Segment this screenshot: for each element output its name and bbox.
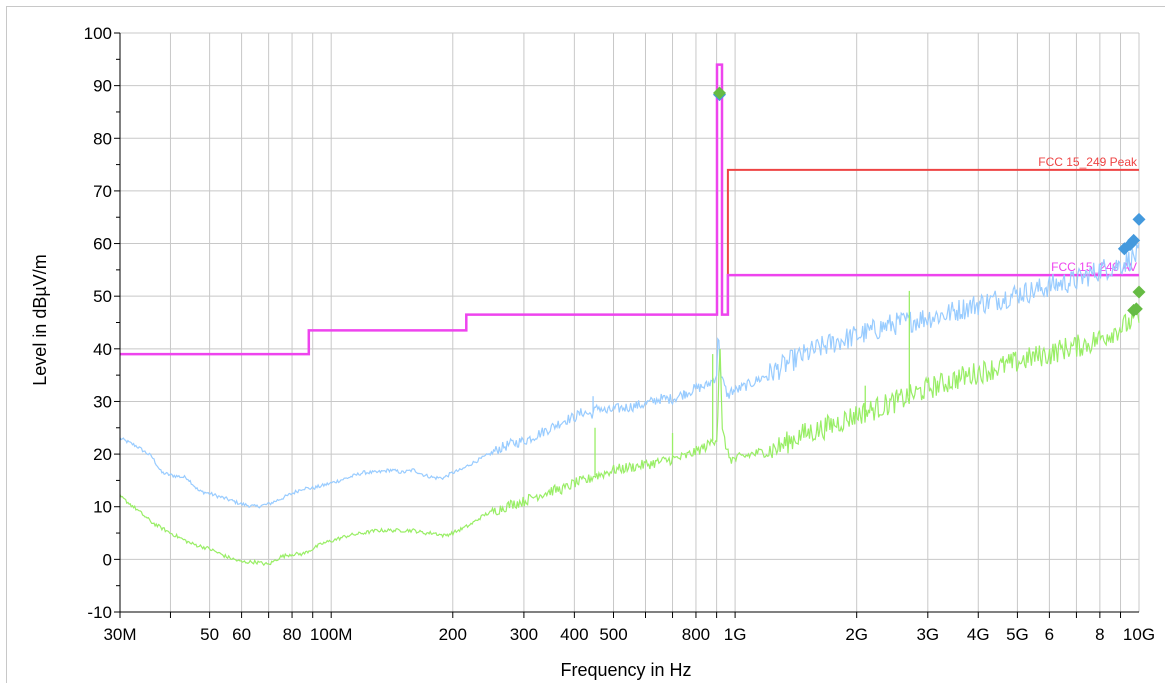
x-tick-label: 30M [103, 625, 136, 644]
x-tick-label: 4G [967, 625, 990, 644]
x-tick-label: 10G [1123, 625, 1155, 644]
y-tick-label: 20 [93, 445, 112, 464]
trace-line [119, 307, 1140, 567]
x-axis-title: Frequency in Hz [560, 660, 691, 680]
x-tick-label: 1G [724, 625, 747, 644]
peak-marker [713, 86, 727, 100]
y-tick-label: -10 [87, 603, 112, 622]
y-tick-label: 90 [93, 77, 112, 96]
peak-marker [1127, 233, 1141, 247]
chart-frame [6, 6, 1165, 683]
y-tick-label: 80 [93, 129, 112, 148]
y-axis-title: Level in dBµV/m [30, 254, 50, 385]
x-tick-label: 60 [232, 625, 251, 644]
y-tick-label: 100 [84, 24, 112, 43]
limit-label: FCC 15_249 Peak [1038, 155, 1138, 169]
peak-marker [1132, 285, 1146, 299]
axes: -10 0 10 20 30 40 50 60 70 80 90 100 30M 50 60 80 100M 20… [84, 24, 1155, 644]
peak-markers [713, 86, 1146, 317]
x-tick-label: 3G [916, 625, 939, 644]
x-tick-label: 5G [1006, 625, 1029, 644]
y-tick-label: 0 [103, 550, 112, 569]
x-tick-label: 400 [560, 625, 588, 644]
peak-marker [1132, 212, 1146, 226]
x-tick-label: 100M [310, 625, 353, 644]
x-tick-label: 6 [1045, 625, 1054, 644]
x-tick-label: 500 [599, 625, 627, 644]
limit-line [726, 168, 1139, 315]
peak-marker [1129, 302, 1143, 316]
x-tick-label: 800 [682, 625, 710, 644]
x-tick-label: 80 [283, 625, 302, 644]
y-tick-label: 10 [93, 498, 112, 517]
y-tick-label: 60 [93, 235, 112, 254]
x-tick-label: 300 [510, 625, 538, 644]
x-tick-label: 200 [439, 625, 467, 644]
trace-line [119, 243, 1140, 509]
limit-line [120, 63, 1139, 356]
y-tick-label: 70 [93, 182, 112, 201]
y-tick-label: 50 [93, 287, 112, 306]
measurement-traces [119, 243, 1140, 567]
y-tick-label: 40 [93, 340, 112, 359]
x-tick-label: 2G [845, 625, 868, 644]
y-tick-label: 30 [93, 392, 112, 411]
grid [119, 32, 1140, 613]
x-tick-label: 8 [1095, 625, 1104, 644]
x-tick-label: 50 [200, 625, 219, 644]
